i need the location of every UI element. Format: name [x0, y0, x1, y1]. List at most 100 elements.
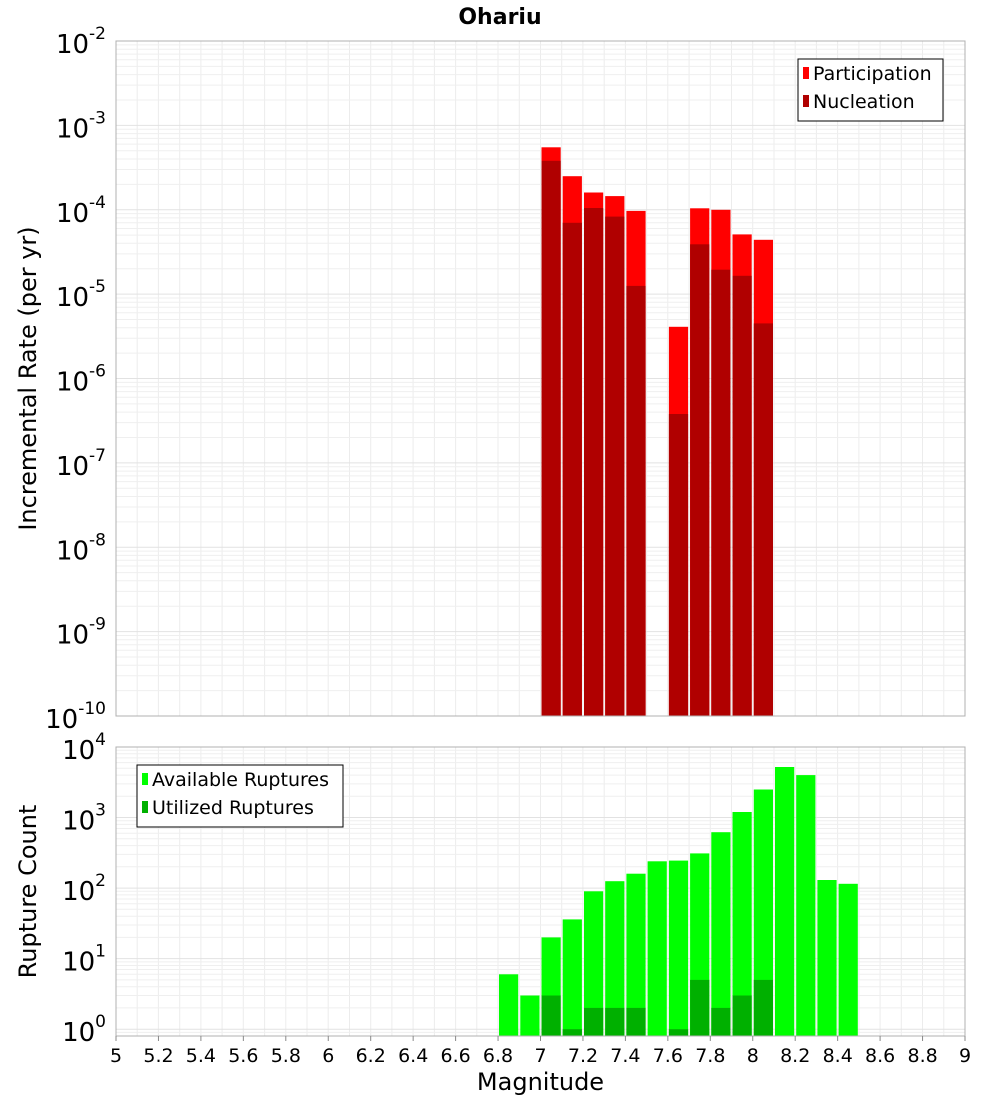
y-tick-base: 10 — [56, 368, 89, 398]
bar-inner-1-5 — [605, 1007, 625, 1036]
bar-1-3 — [562, 919, 582, 1036]
bar-inner-1-9 — [690, 979, 710, 1036]
bar-1-6 — [626, 873, 646, 1036]
y-tick-exp: -8 — [89, 530, 106, 550]
x-tick-label: 8.4 — [823, 1045, 853, 1067]
x-tick-label: 6.4 — [398, 1045, 428, 1067]
bar-inner-1-10 — [711, 1007, 731, 1036]
y-tick-exp: -9 — [89, 615, 106, 635]
y-tick-exp: 2 — [95, 871, 106, 891]
x-tick-label: 5.8 — [271, 1045, 301, 1067]
bar-1-7 — [647, 861, 667, 1036]
x-tick-label: 7.8 — [695, 1045, 725, 1067]
y-tick-exp: 4 — [95, 730, 106, 750]
x-tick-label: 8 — [747, 1045, 759, 1067]
y-tick-label: 103 — [62, 801, 106, 837]
bar-1-16 — [838, 883, 858, 1036]
bar-1-8 — [668, 860, 689, 1036]
y-tick-base: 10 — [56, 199, 89, 229]
y-tick-label: 104 — [62, 730, 106, 766]
legend-swatch — [803, 95, 809, 107]
y-tick-exp: 1 — [95, 942, 106, 962]
bar-1-0 — [499, 974, 519, 1036]
x-tick-label: 9 — [959, 1045, 971, 1067]
y-tick-label: 10-7 — [56, 446, 106, 482]
bar-inner-0-2 — [584, 208, 604, 716]
bar-1-4 — [584, 891, 604, 1036]
y-tick-label: 10-8 — [56, 530, 106, 566]
legend-label: Utilized Ruptures — [152, 797, 314, 819]
bar-inner-1-3 — [562, 1029, 582, 1036]
bar-1-1 — [520, 995, 540, 1036]
y-tick-base: 10 — [56, 283, 89, 313]
x-tick-label: 8.6 — [865, 1045, 895, 1067]
y-tick-base: 10 — [56, 621, 89, 651]
x-tick-label: 5 — [110, 1045, 122, 1067]
y-tick-exp: 0 — [95, 1012, 106, 1032]
legend-swatch — [142, 801, 148, 813]
y-tick-exp: -4 — [89, 193, 106, 213]
bar-1-11 — [732, 812, 752, 1036]
x-tick-label: 7 — [534, 1045, 546, 1067]
y-tick-label: 100 — [62, 1012, 106, 1048]
y-tick-label: 10-2 — [56, 24, 106, 60]
plot-border-rate — [115, 40, 966, 717]
bar-inner-1-11 — [732, 995, 752, 1036]
x-tick-label: 6 — [322, 1045, 334, 1067]
bar-1-10 — [711, 832, 731, 1036]
y-tick-label: 10-6 — [56, 362, 106, 398]
y-tick-label: 10-9 — [56, 615, 106, 651]
y-tick-exp: -5 — [89, 277, 106, 297]
chart-title: Ohariu — [458, 5, 541, 30]
y-tick-base: 10 — [62, 807, 95, 837]
bar-inner-0-8 — [732, 275, 752, 716]
bar-inner-1-8 — [668, 1029, 689, 1036]
x-ticks: 5 5.2 5.4 5.6 5.8 6 6.2 6.4 6.6 6.8 7 7.2 7.4 7.6 7.8 8… — [110, 1036, 971, 1067]
bar-inner-0-5 — [668, 414, 689, 716]
x-tick-label: 6.8 — [483, 1045, 513, 1067]
x-tick-label: 8.2 — [780, 1045, 810, 1067]
bar-inner-0-6 — [690, 244, 710, 717]
bar-1-12 — [753, 789, 773, 1036]
x-tick-label: 7.4 — [610, 1045, 640, 1067]
bar-1-14 — [796, 775, 816, 1036]
x-tick-label: 6.2 — [356, 1045, 386, 1067]
bar-inner-0-9 — [753, 323, 773, 716]
bar-inner-0-1 — [562, 222, 582, 717]
y-tick-exp: -7 — [89, 446, 106, 466]
y-tick-exp: 3 — [95, 801, 106, 821]
y-axis-label-rate: Incremental Rate (per yr) — [14, 226, 42, 530]
legend-swatch — [803, 67, 809, 79]
bar-inner-0-4 — [626, 285, 646, 716]
bar-inner-1-12 — [753, 979, 773, 1036]
grid-rate — [115, 41, 966, 717]
y-tick-base: 10 — [56, 30, 89, 60]
x-tick-label: 8.8 — [907, 1045, 937, 1067]
x-tick-label: 7.2 — [568, 1045, 598, 1067]
y-tick-base: 10 — [56, 536, 89, 566]
legend-label: Available Ruptures — [152, 769, 329, 791]
bar-1-5 — [605, 881, 625, 1036]
bar-1-13 — [775, 767, 795, 1036]
x-tick-label: 6.6 — [440, 1045, 470, 1067]
y-tick-label: 10-5 — [56, 277, 106, 313]
y-tick-exp: -6 — [89, 362, 106, 382]
y-tick-label: 101 — [62, 942, 106, 978]
legend-rate: Participation Nucleation — [797, 58, 944, 122]
x-tick-label: 5.2 — [143, 1045, 173, 1067]
legend-label: Nucleation — [813, 91, 915, 113]
bar-inner-1-2 — [541, 995, 561, 1036]
y-tick-base: 10 — [56, 114, 89, 144]
bar-1-15 — [817, 880, 837, 1036]
y-tick-base: 10 — [45, 705, 78, 735]
bar-inner-1-6 — [626, 1007, 646, 1036]
legend-count: Available Ruptures Utilized Ruptures — [136, 764, 344, 828]
legend-swatch — [142, 773, 148, 785]
y-tick-base: 10 — [62, 1018, 95, 1048]
y-tick-label: 10-4 — [56, 193, 106, 229]
bar-inner-0-0 — [541, 160, 561, 717]
x-tick-label: 5.6 — [228, 1045, 258, 1067]
bar-inner-1-4 — [584, 1007, 604, 1036]
